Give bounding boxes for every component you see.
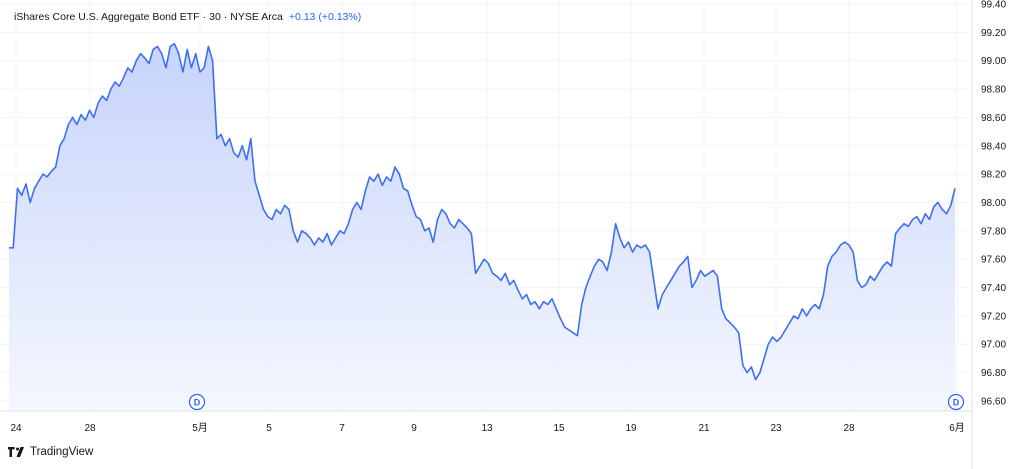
- tradingview-logo[interactable]: TradingView: [8, 446, 93, 458]
- x-tick-label: 21: [698, 423, 710, 434]
- price-series-line: [9, 42, 956, 381]
- x-tick-label: 7: [339, 423, 345, 434]
- y-tick-label: 97.40: [981, 283, 1006, 294]
- price-axis[interactable]: 99.40 99.20 99.00 98.80 98.60 98.40 98.20 98.00…: [981, 0, 1006, 407]
- dividend-marker-circle: [947, 393, 965, 411]
- x-tick-label: 15: [553, 423, 565, 434]
- exchange-label: NYSE Arca: [230, 11, 283, 23]
- price-change: +0.13 (+0.13%): [288, 11, 362, 23]
- y-tick-label: 98.60: [981, 113, 1006, 124]
- dividend-marker[interactable]: D: [947, 393, 965, 411]
- y-tick-label: 99.00: [981, 56, 1006, 67]
- y-tick-label: 96.60: [981, 396, 1006, 407]
- symbol-legend: iShares Core U.S. Aggregate Bond ETF · 30 ·…: [14, 11, 361, 23]
- x-tick-label: 9: [411, 423, 417, 434]
- tradingview-logo-icon: [8, 446, 24, 457]
- y-tick-label: 96.80: [981, 368, 1006, 379]
- y-tick-label: 99.40: [981, 0, 1006, 11]
- y-tick-label: 97.00: [981, 340, 1006, 351]
- interval-label[interactable]: 30: [209, 11, 221, 23]
- dividend-marker[interactable]: D: [188, 393, 206, 411]
- x-tick-label: 24: [10, 423, 22, 434]
- y-tick-label: 98.00: [981, 198, 1006, 209]
- x-tick-label: 28: [843, 423, 855, 434]
- y-tick-label: 97.60: [981, 255, 1006, 266]
- x-tick-label: 5月: [192, 422, 208, 434]
- y-tick-label: 97.20: [981, 311, 1006, 322]
- y-tick-label: 98.40: [981, 141, 1006, 152]
- y-tick-label: 98.20: [981, 170, 1006, 181]
- dividend-marker-label: D: [194, 398, 201, 408]
- tradingview-brand-label: TradingView: [30, 446, 94, 458]
- x-tick-label: 19: [625, 423, 637, 434]
- x-tick-label: 23: [770, 423, 782, 434]
- x-tick-label: 5: [266, 423, 272, 434]
- x-tick-label: 28: [84, 423, 96, 434]
- legend-separator: ·: [202, 11, 207, 23]
- dividend-marker-label: D: [953, 398, 960, 408]
- dividend-marker-circle: [188, 393, 206, 411]
- time-axis[interactable]: 24 28 5月 5 7 9 13 15 19 21 23 28 6月: [10, 422, 964, 434]
- legend-separator: ·: [223, 11, 228, 23]
- x-tick-label: 13: [481, 423, 493, 434]
- price-area-fill: [9, 43, 955, 411]
- y-tick-label: 99.20: [981, 28, 1006, 39]
- y-tick-label: 98.80: [981, 85, 1006, 96]
- x-tick-label: 6月: [949, 422, 965, 434]
- y-tick-label: 97.80: [981, 226, 1006, 237]
- symbol-name[interactable]: iShares Core U.S. Aggregate Bond ETF: [14, 11, 200, 23]
